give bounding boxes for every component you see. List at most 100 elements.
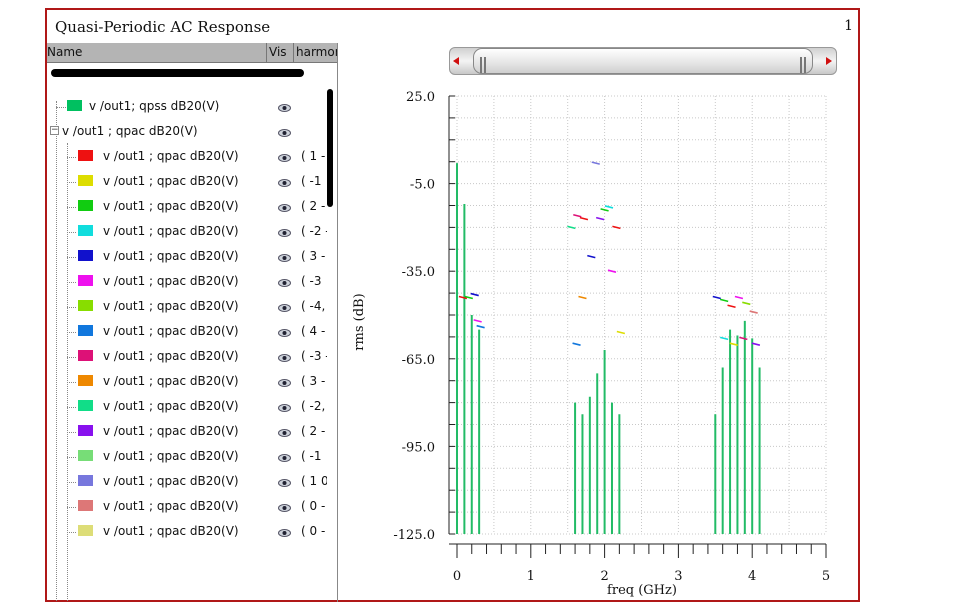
grip-icon: [480, 57, 482, 73]
eye-icon[interactable]: [278, 501, 291, 512]
eye-icon[interactable]: [278, 226, 291, 237]
trace-row-qpac[interactable]: v /out1 ; qpac dB20(V) ( 0 -: [47, 495, 327, 520]
eye-icon[interactable]: [278, 201, 291, 212]
trace-row-qpac[interactable]: v /out1 ; qpac dB20(V) ( -4,: [47, 295, 327, 320]
harmonic-marker: [572, 342, 581, 346]
trace-row-qpac[interactable]: v /out1 ; qpac dB20(V) ( 2 -: [47, 420, 327, 445]
tree-guide: [56, 101, 57, 601]
eye-icon[interactable]: [278, 251, 291, 262]
trace-label: v /out1; qpss dB20(V): [89, 99, 220, 113]
harmonic-value: ( 2 -: [301, 424, 326, 438]
chart-axes: 25.0 -5.0 -35.0 -65.0 -95.0 -125.0 0 1 2 3 4 5: [393, 90, 830, 584]
trace-row-qpac[interactable]: v /out1 ; qpac dB20(V) ( 0 -: [47, 520, 327, 545]
scroll-left-arrow-icon[interactable]: [453, 57, 459, 65]
trace-label: v /out1 ; qpac dB20(V): [103, 449, 239, 463]
column-harmonic[interactable]: harmonic: [296, 45, 337, 59]
column-name[interactable]: Name: [47, 45, 83, 59]
harmonic-value: ( 1 -: [301, 149, 326, 163]
trace-label: v /out1 ; qpac dB20(V): [103, 199, 239, 213]
x-tick-label: 5: [822, 569, 830, 584]
scroll-right-arrow-icon[interactable]: [826, 57, 832, 65]
x-scroller[interactable]: [449, 45, 837, 77]
trace-row-qpac[interactable]: v /out1 ; qpac dB20(V) ( -1: [47, 445, 327, 470]
trace-color-swatch: [78, 425, 93, 436]
harmonic-marker: [727, 304, 736, 309]
harmonic-marker: [470, 292, 479, 297]
eye-icon[interactable]: [278, 126, 291, 137]
harmonic-marker: [591, 161, 600, 165]
eye-icon[interactable]: [278, 351, 291, 362]
grip-icon: [484, 57, 486, 73]
eye-icon[interactable]: [278, 176, 291, 187]
eye-icon[interactable]: [278, 426, 291, 437]
eye-icon[interactable]: [278, 301, 291, 312]
tree-connector: [67, 357, 76, 358]
column-separator[interactable]: [266, 43, 267, 62]
harmonic-value: ( 4 -: [301, 324, 326, 338]
harmonic-value: ( 3 -: [301, 374, 326, 388]
harmonic-marker: [734, 295, 744, 300]
harmonic-marker: [578, 295, 587, 300]
trace-row-qpac[interactable]: v /out1 ; qpac dB20(V) ( 4 -: [47, 320, 327, 345]
eye-icon[interactable]: [278, 401, 291, 412]
harmonic-value: ( 3 -: [301, 249, 326, 263]
trace-color-swatch: [78, 200, 93, 211]
trace-color-swatch: [78, 375, 93, 386]
tree-connector: [67, 382, 76, 383]
harmonic-value: ( -1: [301, 449, 322, 463]
eye-icon[interactable]: [278, 101, 291, 112]
eye-icon[interactable]: [278, 326, 291, 337]
eye-icon[interactable]: [278, 276, 291, 287]
trace-row-qpac[interactable]: v /out1 ; qpac dB20(V) ( -2 -: [47, 220, 327, 245]
scroller-thumb[interactable]: [473, 48, 813, 74]
eye-icon[interactable]: [278, 376, 291, 387]
trace-row-qpac[interactable]: v /out1 ; qpac dB20(V) ( -3: [47, 270, 327, 295]
trace-row-qpac[interactable]: v /out1 ; qpac dB20(V) ( -1: [47, 170, 327, 195]
harmonic-marker: [604, 205, 614, 209]
trace-row-qpac[interactable]: v /out1 ; qpac dB20(V) ( 1 -: [47, 145, 327, 170]
tree-connector: [67, 432, 76, 433]
harmonic-marker: [579, 216, 589, 221]
harmonic-marker: [616, 330, 626, 335]
trace-label: v /out1 ; qpac dB20(V): [103, 299, 239, 313]
y-tick-label: -65.0: [402, 353, 435, 368]
harmonic-marker: [458, 295, 468, 300]
harmonic-marker: [729, 342, 738, 346]
tree-connector: [67, 207, 76, 208]
trace-row-qpac[interactable]: v /out1 ; qpac dB20(V) ( 2 -: [47, 195, 327, 220]
tree-connector: [67, 282, 76, 283]
trace-label: v /out1 ; qpac dB20(V): [103, 174, 239, 188]
eye-icon[interactable]: [278, 476, 291, 487]
harmonic-marker: [473, 319, 482, 323]
column-separator[interactable]: [293, 43, 294, 62]
tree-connector: [67, 532, 76, 533]
eye-icon[interactable]: [278, 151, 291, 162]
eye-icon[interactable]: [278, 451, 291, 462]
trace-label: v /out1 ; qpac dB20(V): [103, 399, 239, 413]
harmonic-marker: [612, 225, 621, 230]
trace-label: v /out1 ; qpac dB20(V): [103, 374, 239, 388]
trace-row-qpac[interactable]: v /out1 ; qpac dB20(V) ( -2,: [47, 395, 327, 420]
tree-connector: [67, 482, 76, 483]
trace-row-qpac[interactable]: v /out1 ; qpac dB20(V) ( 3 -: [47, 245, 327, 270]
harmonic-marker: [464, 295, 474, 300]
browser-header: Name Vis harmonic: [47, 43, 337, 63]
trace-row-qpac[interactable]: v /out1 ; qpac dB20(V) ( -3 -: [47, 345, 327, 370]
trace-row-qpac[interactable]: v /out1 ; qpac dB20(V) ( 1 0: [47, 470, 327, 495]
trace-group-qpac[interactable]: − v /out1 ; qpac dB20(V): [47, 120, 327, 145]
trace-label: v /out1 ; qpac dB20(V): [103, 274, 239, 288]
y-tick-label: -95.0: [402, 440, 435, 455]
trace-row-qpss[interactable]: v /out1; qpss dB20(V): [47, 95, 327, 120]
trace-row-qpac[interactable]: v /out1 ; qpac dB20(V) ( 3 -: [47, 370, 327, 395]
trace-label: v /out1 ; qpac dB20(V): [103, 424, 239, 438]
tree-connector: [67, 457, 76, 458]
eye-icon[interactable]: [278, 526, 291, 537]
page-number: 1: [844, 18, 853, 34]
column-vis[interactable]: Vis: [269, 45, 287, 59]
y-tick-label: -35.0: [402, 265, 435, 280]
trace-label: v /out1 ; qpac dB20(V): [103, 499, 239, 513]
harmonic-marker: [712, 295, 721, 300]
scrollbar[interactable]: [327, 89, 333, 207]
harmonic-value: ( -4,: [301, 299, 326, 313]
collapse-icon[interactable]: −: [50, 125, 59, 135]
